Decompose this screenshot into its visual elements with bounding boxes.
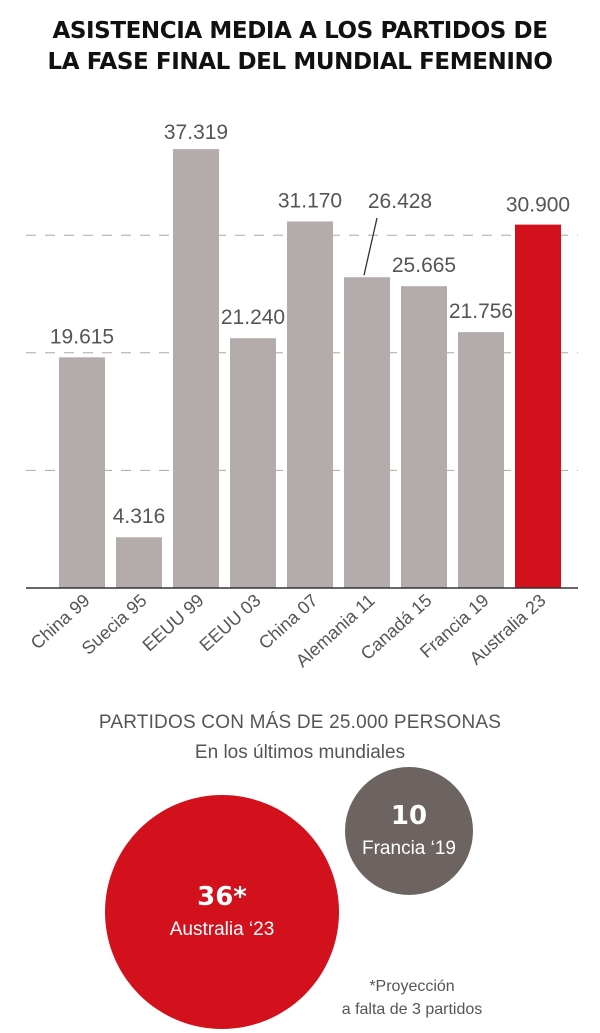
chart-title: ASISTENCIA MEDIA A LOS PARTIDOS DE LA FA… [0, 16, 600, 78]
value-label-5: 31.170 [278, 189, 342, 212]
section-title: PARTIDOS CON MÁS DE 25.000 PERSONAS [98, 712, 502, 733]
bar-9 [515, 224, 561, 588]
value-label-9: 30.900 [506, 194, 570, 217]
bar-8 [458, 332, 504, 588]
bar-3 [173, 149, 219, 589]
bubble-francia-19: 10 Francia ‘19 [345, 767, 473, 895]
bar-7 [401, 286, 447, 588]
callout-line-6 [363, 217, 378, 276]
value-label-4: 21.240 [221, 306, 285, 329]
bubble-australia-value: 36* [197, 882, 247, 912]
bar-5 [287, 221, 333, 588]
footnote-line-1: *Proyección [369, 978, 455, 995]
bar-6 [344, 277, 390, 588]
footnote: *Proyección a falta de 3 partidos [320, 975, 504, 1021]
section-subtitle: En los últimos mundiales [194, 742, 406, 763]
bar-4 [230, 338, 276, 588]
bubble-australia-23: 36* Australia ‘23 [105, 795, 339, 1029]
bubble-francia-value: 10 [390, 801, 428, 831]
value-label-1: 19.615 [50, 325, 114, 348]
bubble-francia-label: Francia ‘19 [362, 838, 456, 859]
value-label-8: 21.756 [449, 300, 513, 323]
bar-2 [116, 537, 162, 588]
bubble-australia-label: Australia ‘23 [169, 919, 275, 940]
value-label-6: 26.428 [368, 190, 432, 213]
title-line-1: ASISTENCIA MEDIA A LOS PARTIDOS DE [52, 18, 548, 44]
value-label-2: 4.316 [113, 505, 166, 528]
value-label-3: 37.319 [164, 121, 228, 144]
bar-1 [59, 357, 105, 588]
value-label-7: 25.665 [392, 254, 456, 277]
category-label-4: EEUU 03 [196, 590, 265, 655]
title-line-2: LA FASE FINAL DEL MUNDIAL FEMENINO [47, 49, 553, 75]
footnote-line-2: a falta de 3 partidos [341, 1001, 483, 1018]
category-label-3: EEUU 99 [139, 590, 208, 655]
